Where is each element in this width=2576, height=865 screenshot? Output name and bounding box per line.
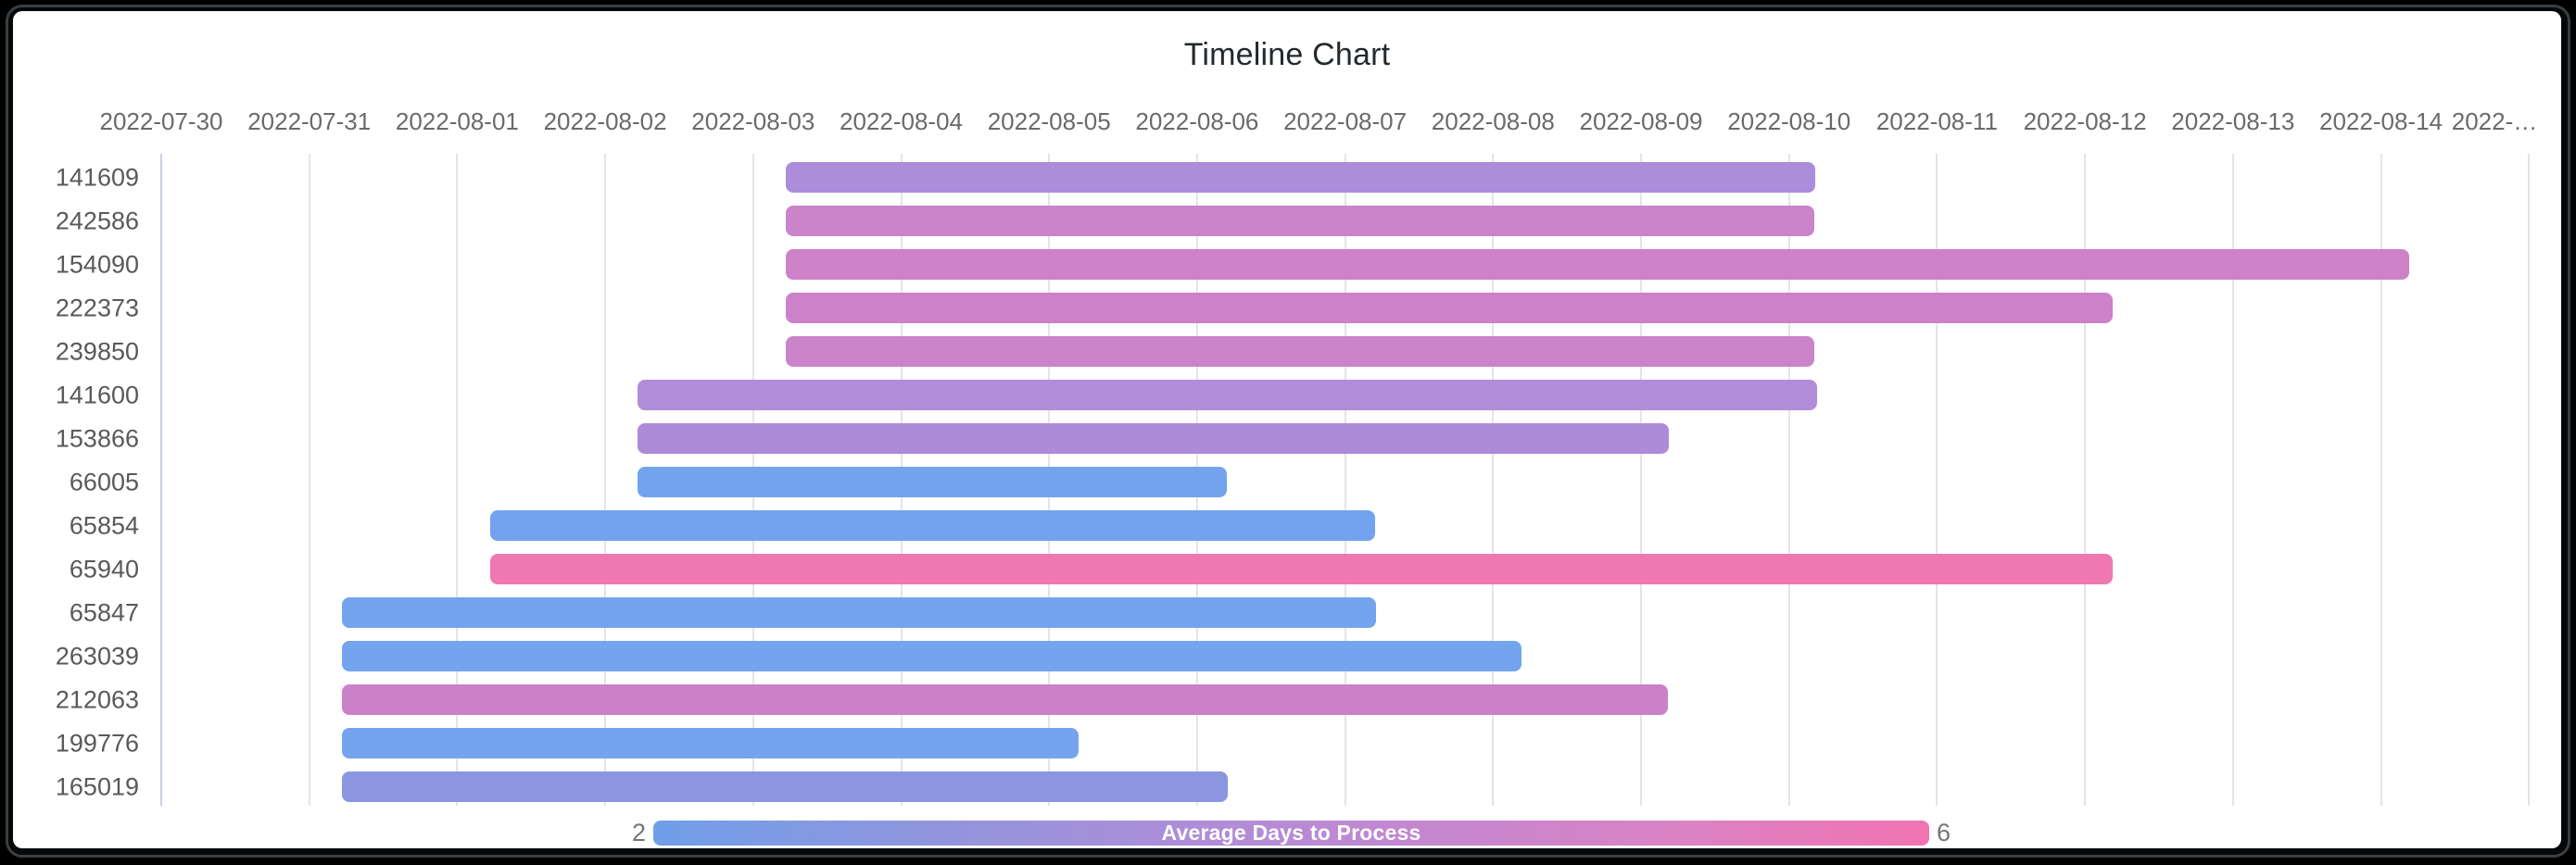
gridline: [1344, 154, 1346, 806]
timeline-bar[interactable]: [785, 336, 1814, 367]
timeline-bar[interactable]: [785, 293, 2114, 323]
x-tick-label: 2022-08-12: [2023, 107, 2147, 135]
x-tick-label: 2022-08-13: [2171, 107, 2295, 135]
x-tick-label: 2022-08-01: [395, 107, 519, 135]
y-axis-label: 212063: [55, 685, 139, 713]
x-tick-label: 2022-07-30: [99, 107, 223, 135]
gridline: [2528, 154, 2531, 806]
x-axis: 2022-07-30 2022-07-31 2022-08-01 2022-08-02…: [13, 11, 2561, 848]
gridline: [1492, 154, 1495, 806]
y-axis-label: 66005: [69, 468, 139, 495]
timeline-bar[interactable]: [489, 554, 2114, 584]
timeline-bar[interactable]: [785, 162, 1816, 193]
x-tick-label: 2022-08-04: [840, 107, 963, 135]
y-axis-label: 141609: [55, 163, 139, 191]
x-tick-label: 2022-08-05: [987, 107, 1111, 135]
x-tick-label: 2022-08-06: [1135, 107, 1259, 135]
y-axis-label: 65847: [69, 598, 139, 626]
y-axis-label: 242586: [55, 207, 139, 234]
legend-title: Average Days to Process: [1161, 821, 1421, 845]
gridline: [1640, 154, 1642, 806]
gridline: [2231, 154, 2234, 806]
y-axis-label: 222373: [55, 294, 139, 321]
y-axis-label: 153866: [55, 424, 139, 452]
y-axis-label: 154090: [55, 250, 139, 278]
legend: 2 Average Days to Process 6: [13, 11, 2561, 848]
gridline: [2084, 154, 2087, 806]
y-axis-label: 165019: [55, 772, 139, 800]
gridline: [1936, 154, 1938, 806]
y-axis-label: 263039: [55, 642, 139, 670]
x-tick-label: 2022-08-03: [691, 107, 815, 135]
gridline: [2380, 154, 2382, 806]
timeline-bar[interactable]: [638, 467, 1227, 497]
timeline-bar[interactable]: [341, 597, 1377, 628]
y-axis-label: 199776: [55, 729, 139, 757]
chart-title: Timeline Chart: [1183, 37, 1391, 72]
x-tick-label: 2022-08-08: [1431, 107, 1555, 135]
timeline-bar[interactable]: [341, 771, 1229, 802]
x-tick-label: 2022-08-14: [2319, 107, 2443, 135]
y-axis-label: 65854: [69, 511, 139, 539]
x-tick-label: 2022-08-11: [1875, 107, 1998, 135]
x-tick-label: 2022-08-09: [1579, 107, 1703, 135]
gridline: [456, 154, 459, 806]
timeline-bar[interactable]: [638, 423, 1670, 454]
x-tick-label: 2022-…: [2451, 107, 2538, 135]
legend-max-label: 6: [1937, 819, 1951, 846]
y-axis-label: 141600: [55, 381, 139, 408]
timeline-bar[interactable]: [489, 510, 1375, 541]
gridline: [1787, 154, 1790, 806]
gridline: [308, 154, 310, 806]
chart-card: Timeline Chart 2022-07-30 2022-07-31 2022-…: [13, 11, 2561, 848]
y-axis-label: 239850: [55, 337, 139, 365]
timeline-bar[interactable]: [785, 249, 2409, 280]
y-axis-label: 65940: [69, 555, 139, 583]
x-tick-label: 2022-07-31: [247, 107, 372, 135]
x-tick-label: 2022-08-07: [1283, 107, 1408, 135]
legend-min-label: 2: [631, 819, 646, 846]
x-tick-label: 2022-08-10: [1727, 107, 1851, 135]
timeline-bar[interactable]: [785, 206, 1814, 236]
legend-gradient-bar: Average Days to Process: [653, 821, 1929, 846]
x-tick-label: 2022-08-02: [543, 107, 667, 135]
timeline-bar[interactable]: [341, 728, 1080, 758]
timeline-bar[interactable]: [341, 641, 1522, 671]
timeline-bar[interactable]: [638, 380, 1818, 410]
plot-area: 141609 242586 154090 222373 239850 141600 1538…: [13, 11, 2561, 848]
gridline: [604, 154, 607, 806]
timeline-bar[interactable]: [341, 684, 1668, 715]
gridline: [160, 154, 162, 806]
